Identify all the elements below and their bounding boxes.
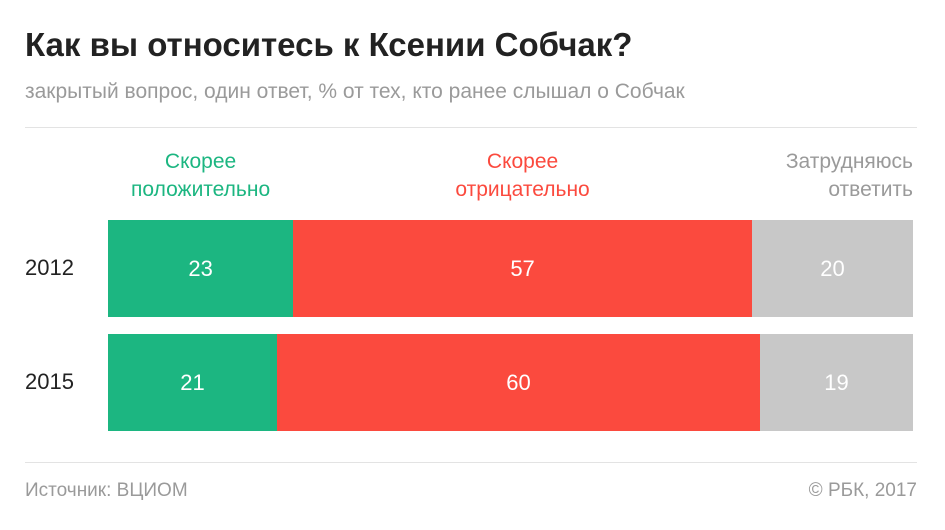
bar-segment-2015-1: 21 bbox=[108, 334, 278, 431]
chart-title: Как вы относитесь к Ксении Собчак? bbox=[25, 26, 633, 63]
bar-row-2012: 23 57 20 bbox=[108, 220, 913, 317]
category-label-2012: 2012 bbox=[25, 254, 74, 280]
bar-segment-2012-3: 20 bbox=[752, 220, 913, 317]
data-label: 21 bbox=[180, 369, 205, 395]
top-divider bbox=[25, 127, 917, 128]
data-label: 23 bbox=[188, 255, 213, 281]
legend-line: Затрудняюсь bbox=[785, 150, 913, 173]
data-label: 19 bbox=[824, 369, 849, 395]
legend-line: положительно bbox=[131, 178, 271, 201]
copyright-note: © РБК, 2017 bbox=[808, 480, 917, 501]
bottom-divider bbox=[25, 462, 917, 463]
legend-line: Скорее bbox=[486, 150, 559, 173]
source-note: Источник: ВЦИОМ bbox=[25, 480, 188, 501]
legend-line: отрицательно bbox=[455, 178, 590, 201]
legend-item-3: Затрудняюсь ответить bbox=[786, 148, 913, 204]
bar-segment-2012-1: 23 bbox=[108, 220, 294, 317]
category-label-2015: 2015 bbox=[25, 368, 74, 394]
legend-line: Скорее bbox=[164, 150, 237, 173]
chart-subtitle: закрытый вопрос, один ответ, % от тех, к… bbox=[25, 80, 685, 103]
legend-line: ответить bbox=[828, 178, 913, 201]
data-label: 20 bbox=[820, 255, 845, 281]
data-label: 60 bbox=[506, 369, 531, 395]
bar-segment-2015-3: 19 bbox=[760, 334, 913, 431]
bar-segment-2012-2: 57 bbox=[293, 220, 752, 317]
legend-item-1: Скорее положительно bbox=[108, 148, 293, 204]
legend-item-2: Скорее отрицательно bbox=[293, 148, 752, 204]
bar-row-2015: 21 60 19 bbox=[108, 334, 913, 431]
bar-segment-2015-2: 60 bbox=[277, 334, 761, 431]
data-label: 57 bbox=[510, 255, 535, 281]
